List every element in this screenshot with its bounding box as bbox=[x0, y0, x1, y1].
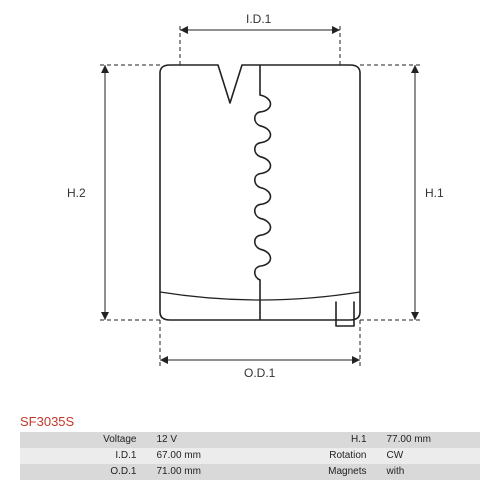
dimension-label-od1: O.D.1 bbox=[244, 366, 275, 380]
part-number: SF3035S bbox=[20, 414, 74, 429]
dimension-label-h2: H.2 bbox=[67, 186, 86, 200]
dimension-label-h1: H.1 bbox=[425, 186, 444, 200]
table-cell: H.1 bbox=[250, 432, 377, 448]
table-cell: O.D.1 bbox=[20, 464, 147, 480]
table-cell: CW bbox=[377, 448, 481, 464]
table-cell: 77.00 mm bbox=[377, 432, 481, 448]
table-cell: Magnets bbox=[250, 464, 377, 480]
table-cell: Voltage bbox=[20, 432, 147, 448]
table-col-right-values: 77.00 mmCWwith bbox=[377, 432, 481, 480]
table-cell: I.D.1 bbox=[20, 448, 147, 464]
table-col-left-labels: VoltageI.D.1O.D.1 bbox=[20, 432, 147, 480]
table-col-left-values: 12 V67.00 mm71.00 mm bbox=[147, 432, 251, 480]
table-col-right-labels: H.1RotationMagnets bbox=[250, 432, 377, 480]
table-cell: Rotation bbox=[250, 448, 377, 464]
dimension-label-id1: I.D.1 bbox=[246, 12, 271, 26]
table-cell: 71.00 mm bbox=[147, 464, 251, 480]
technical-diagram: I.D.1 H.2 H.1 O.D.1 bbox=[0, 0, 500, 395]
table-cell: 12 V bbox=[147, 432, 251, 448]
spec-table: VoltageI.D.1O.D.1 12 V67.00 mm71.00 mm H… bbox=[20, 432, 480, 480]
table-cell: with bbox=[377, 464, 481, 480]
table-cell: 67.00 mm bbox=[147, 448, 251, 464]
